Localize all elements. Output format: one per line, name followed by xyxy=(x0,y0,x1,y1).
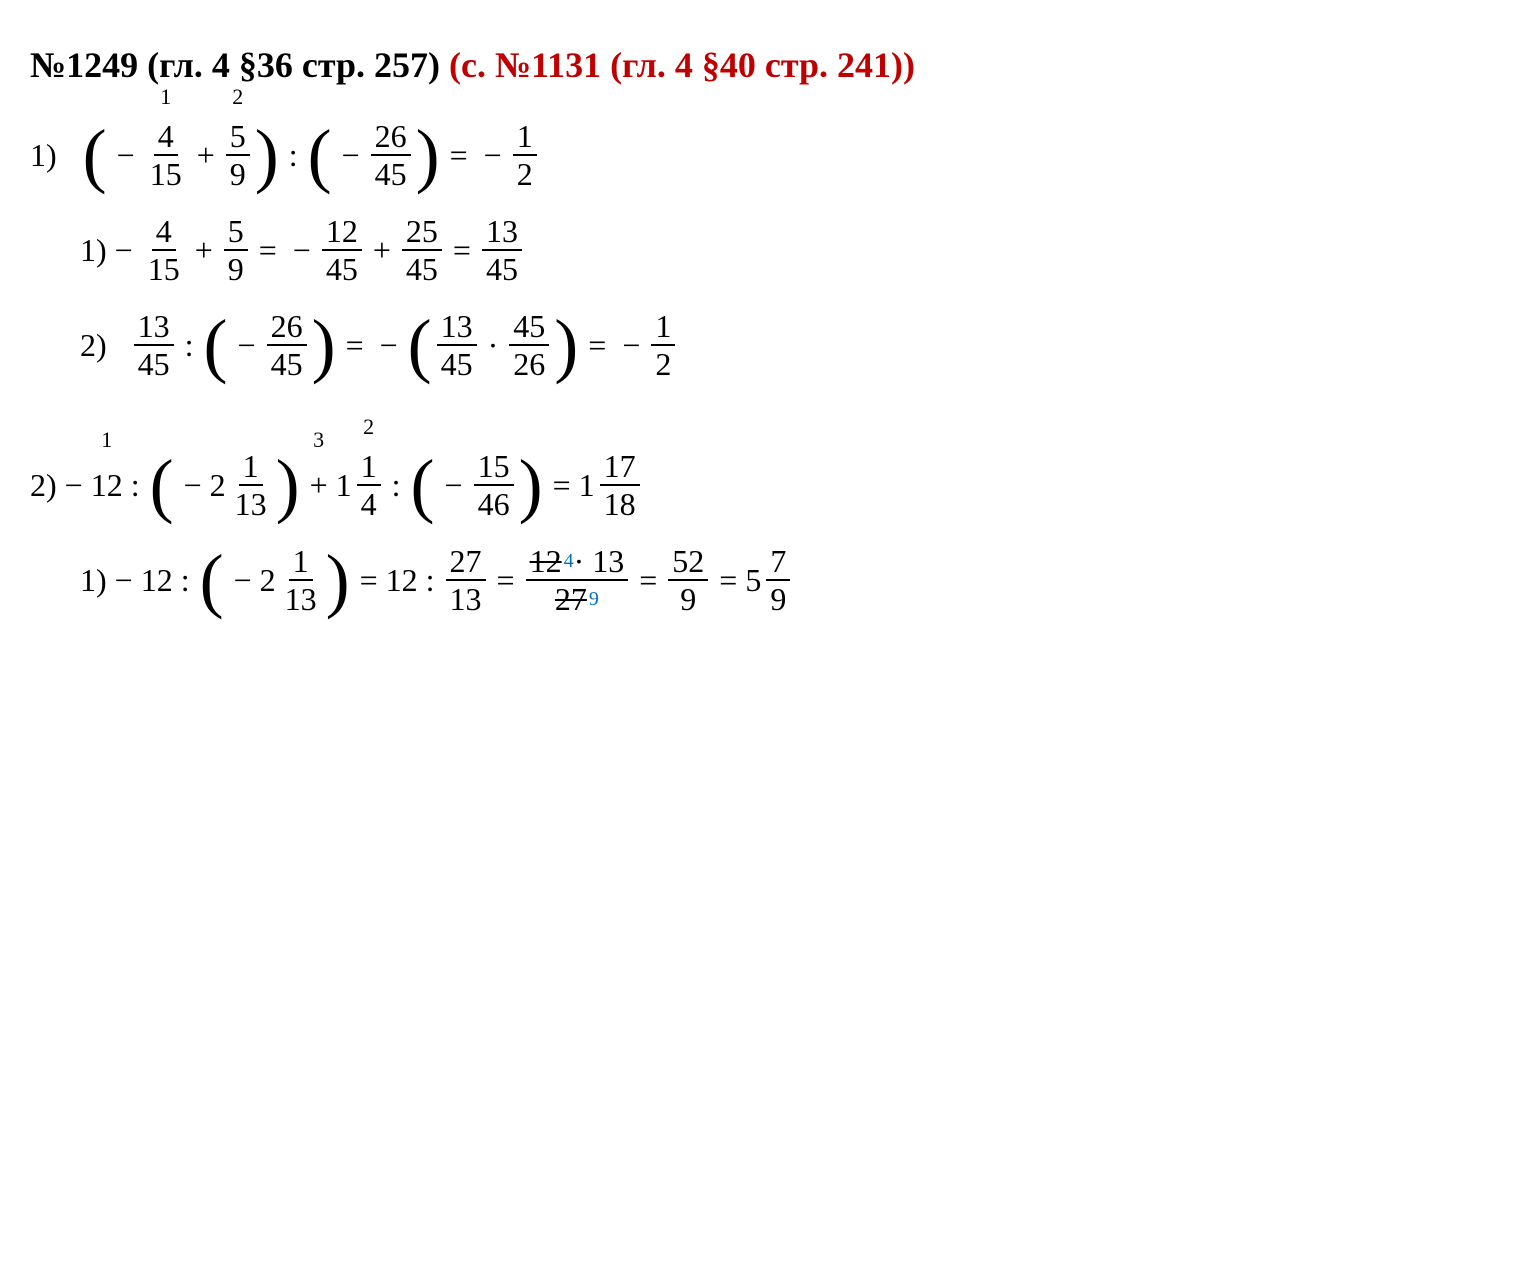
paren-right: ) xyxy=(276,453,300,518)
value: 12 xyxy=(91,467,123,503)
fraction: 4 15 xyxy=(146,120,186,190)
paren-left: ( xyxy=(200,548,224,613)
fraction: 1 2 xyxy=(651,310,675,380)
num-tail: · 13 xyxy=(574,545,625,577)
paren-left: ( xyxy=(204,313,228,378)
fraction: 17 18 xyxy=(600,450,640,520)
strike-den: 27 xyxy=(555,583,587,615)
fraction: 52 9 xyxy=(668,545,708,615)
p1-sub2-line: 2) 13 45 : ( − 26 45 ) = − ( 13 45 · 45 … xyxy=(80,310,1504,380)
paren-left: ( xyxy=(150,453,174,518)
problem-1: 1) ( − 1 4 15 + 2 5 9 ) : ( − 26 45 ) = xyxy=(30,120,1504,380)
fraction: 5 9 xyxy=(226,120,250,190)
fraction: 25 45 xyxy=(402,215,442,285)
label: 2) xyxy=(80,323,107,368)
label: 1) xyxy=(30,133,57,178)
step-mark-2: 2 xyxy=(232,82,243,113)
value: 12 xyxy=(386,558,418,603)
fraction: 26 45 xyxy=(371,120,411,190)
heading-red: (с. №1131 (гл. 4 §40 стр. 241)) xyxy=(449,45,915,85)
p2-main-line: 2) − 1 12 : ( − 2 1 13 ) 3 + 1 2 1 4 : (… xyxy=(30,450,1504,520)
fraction: 1 13 xyxy=(231,450,271,520)
paren-right: ) xyxy=(312,313,336,378)
blue-subscript: 9 xyxy=(589,589,599,609)
p1-main-line: 1) ( − 1 4 15 + 2 5 9 ) : ( − 26 45 ) = xyxy=(30,120,1504,190)
fraction: 27 13 xyxy=(446,545,486,615)
fraction: 13 45 xyxy=(134,310,174,380)
strike-num: 12 xyxy=(530,545,562,577)
paren-right: ) xyxy=(326,548,350,613)
fraction: 5 9 xyxy=(224,215,248,285)
paren-left: ( xyxy=(83,123,107,188)
label: 1) xyxy=(80,228,107,273)
value: 12 xyxy=(141,558,173,603)
fraction: 1 2 xyxy=(513,120,537,190)
fraction: 26 45 xyxy=(267,310,307,380)
p2-sub1-line: 1) − 12 : ( − 2 1 13 ) = 12 : 27 13 = 12… xyxy=(80,545,1504,615)
fraction: 13 45 xyxy=(437,310,477,380)
blue-superscript: 4 xyxy=(564,551,574,571)
step-mark-1: 1 xyxy=(101,425,112,456)
paren-left: ( xyxy=(408,313,432,378)
fraction: 13 45 xyxy=(482,215,522,285)
paren-right: ) xyxy=(554,313,578,378)
label: 2) xyxy=(30,463,57,508)
step-mark-3: 3 xyxy=(313,425,324,456)
paren-right: ) xyxy=(519,453,543,518)
problem-2: 2) − 1 12 : ( − 2 1 13 ) 3 + 1 2 1 4 : (… xyxy=(30,450,1504,615)
step-mark-1: 1 xyxy=(160,82,171,113)
paren-right: ) xyxy=(255,123,279,188)
paren-left: ( xyxy=(308,123,332,188)
paren-left: ( xyxy=(411,453,435,518)
fraction: 7 9 xyxy=(766,545,790,615)
fraction: 15 46 xyxy=(474,450,514,520)
fraction: 1 13 xyxy=(281,545,321,615)
fraction-reduced: 12 4 · 13 27 9 xyxy=(526,545,629,615)
heading-black: №1249 (гл. 4 §36 стр. 257) xyxy=(30,45,440,85)
fraction: 12 45 xyxy=(322,215,362,285)
step-mark-2: 2 xyxy=(363,412,374,443)
p1-sub1-line: 1) − 4 15 + 5 9 = − 12 45 + 25 45 = 13 4… xyxy=(80,215,1504,285)
paren-right: ) xyxy=(416,123,440,188)
page-heading: №1249 (гл. 4 §36 стр. 257) (с. №1131 (гл… xyxy=(30,40,1504,90)
label: 1) xyxy=(80,558,107,603)
fraction: 4 15 xyxy=(144,215,184,285)
fraction: 45 26 xyxy=(509,310,549,380)
fraction: 1 4 xyxy=(357,450,381,520)
